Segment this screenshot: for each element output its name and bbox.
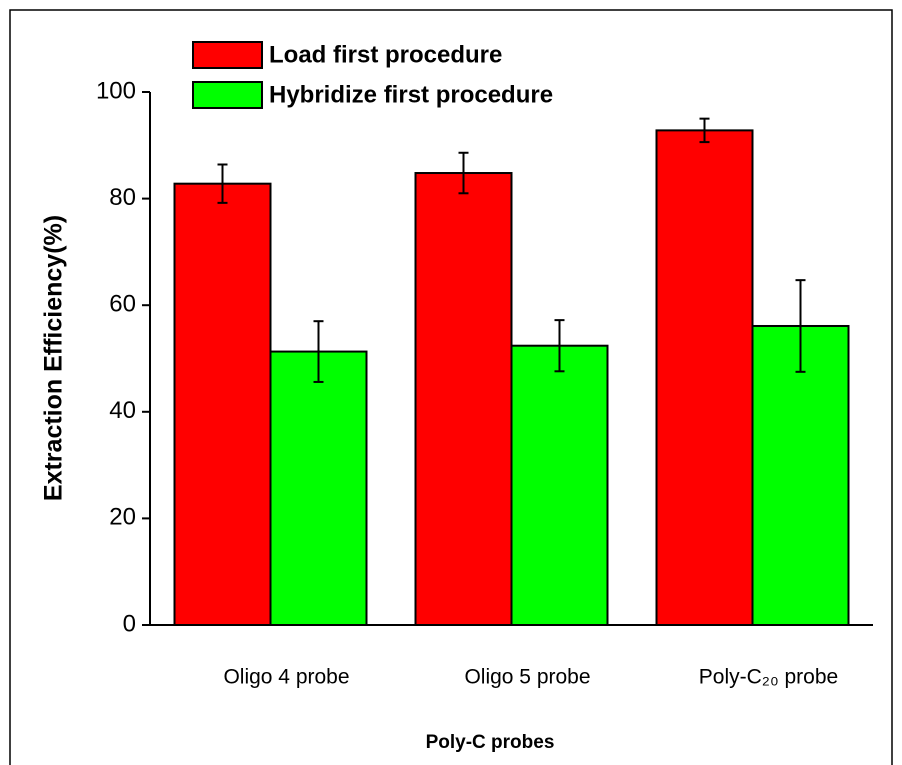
y-tick-label: 80 [109,184,136,211]
x-tick-label: Oligo 4 probe [223,666,349,689]
error-bar [795,279,806,373]
y-tick-label: 100 [96,77,136,104]
x-tick-label: Poly-C₂₀ probe [699,666,838,689]
error-bar [217,163,228,204]
legend-label: Hybridize first procedure [269,81,553,108]
error-bar [313,320,324,383]
legend-label: Load first procedure [269,41,502,68]
legend-swatch [192,41,263,69]
bar [269,350,368,626]
y-tick-label: 0 [123,610,136,637]
y-tick-label: 40 [109,397,136,424]
bar [655,129,754,626]
bar [173,182,272,626]
bar [414,172,513,627]
error-bar [699,117,710,144]
y-tick-label: 20 [109,504,136,531]
error-bar [458,151,469,195]
error-bar [554,319,565,373]
y-tick-label: 60 [109,291,136,318]
x-axis-label: Poly-C probes [426,732,555,753]
legend-swatch [192,81,263,109]
bar [510,344,609,626]
y-axis-label: Extraction Efficiency(%) [40,215,68,501]
x-tick-label: Oligo 5 probe [464,666,590,689]
frame [9,9,893,765]
